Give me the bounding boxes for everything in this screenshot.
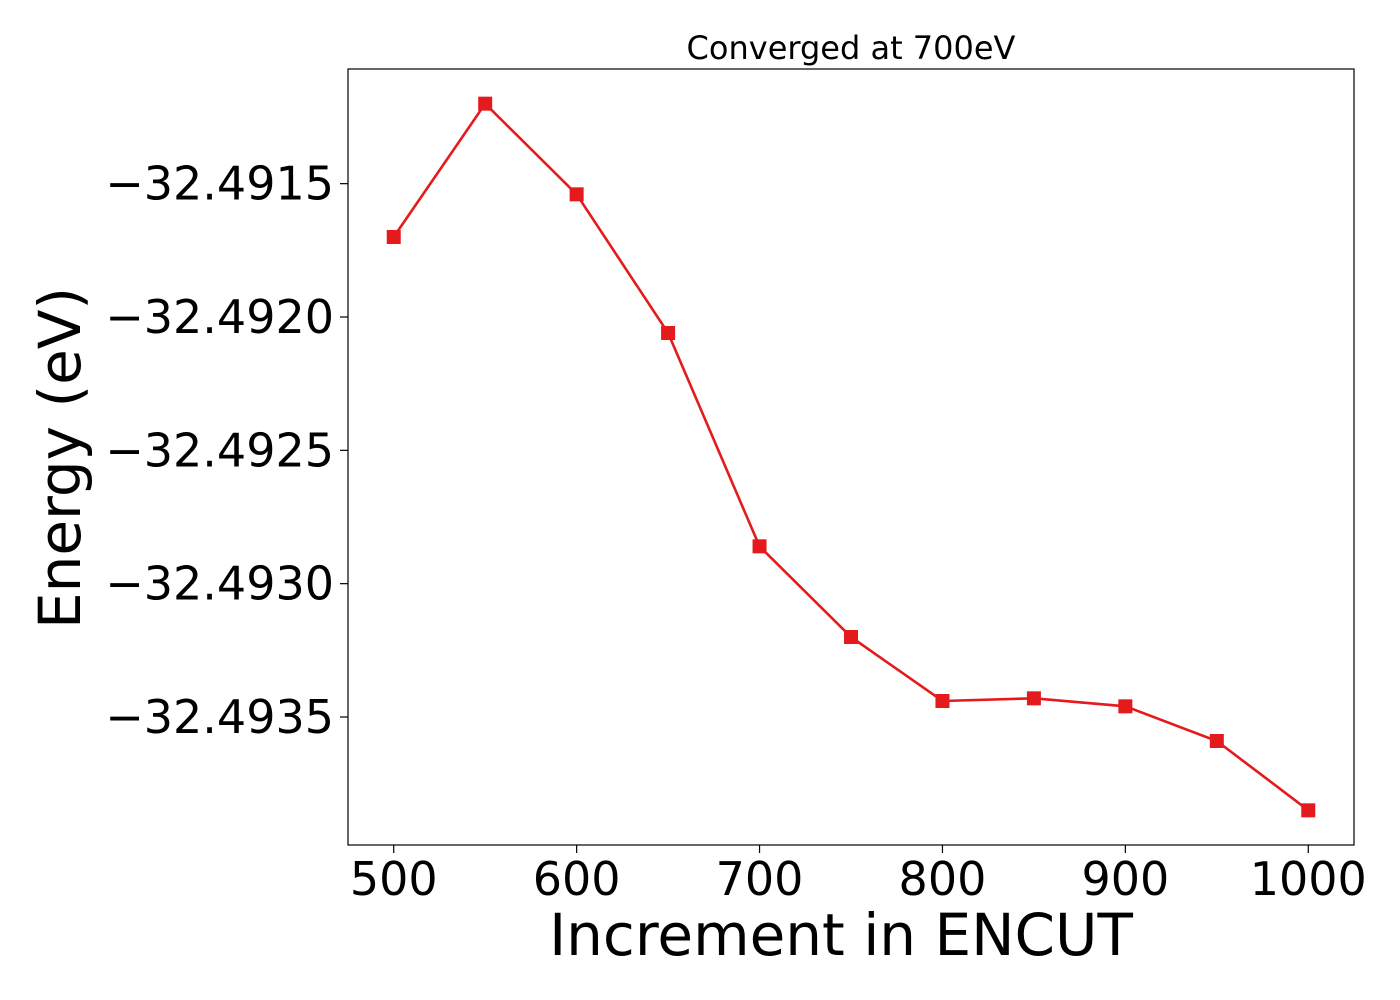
series-line <box>392 101 1310 812</box>
x-axis-label: Increment in ENCUT <box>549 901 1133 969</box>
data-point-marker <box>844 630 858 644</box>
x-tick-label: 700 <box>716 852 804 906</box>
x-tick-label: 500 <box>350 852 438 906</box>
y-axis-ticks: −32.4915 −32.4920 −32.4925 −32.4930 −32.4935 <box>105 157 348 744</box>
data-point-marker <box>569 187 584 202</box>
x-tick-label: 800 <box>899 852 987 906</box>
x-axis-ticks: 500 600 700 800 900 1000 <box>350 845 1367 906</box>
y-axis-label: Energy (eV) <box>26 287 94 629</box>
data-point-marker <box>752 539 767 554</box>
data-point-marker <box>1118 699 1133 714</box>
y-tick-label: −32.4935 <box>105 690 334 744</box>
series-layer <box>386 96 1316 818</box>
y-tick-label: −32.4915 <box>105 157 334 211</box>
chart-title: Converged at 700eV <box>687 29 1016 67</box>
x-tick-label: 1000 <box>1250 852 1367 906</box>
data-point-marker <box>1209 734 1224 748</box>
data-point-marker <box>386 230 401 244</box>
data-point-marker <box>1026 691 1041 706</box>
x-tick-label: 600 <box>533 852 621 906</box>
y-tick-label: −32.4920 <box>105 290 334 344</box>
data-point-marker <box>661 326 676 340</box>
y-tick-label: −32.4925 <box>105 423 334 477</box>
data-point-marker <box>478 96 493 111</box>
y-tick-label: −32.4930 <box>105 557 334 611</box>
x-tick-label: 900 <box>1081 852 1169 906</box>
plot-area-frame <box>347 68 1355 846</box>
data-point-marker <box>1301 803 1316 818</box>
data-point-marker <box>935 694 950 708</box>
